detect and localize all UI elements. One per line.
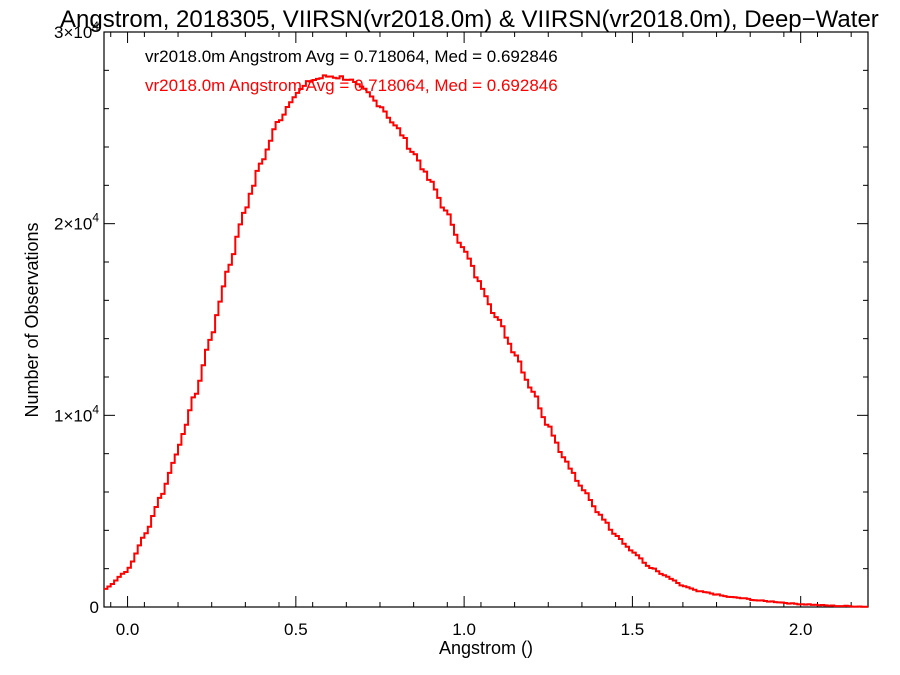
y-tick-label: 1×104 bbox=[54, 402, 99, 425]
y-axis-label: Number of Observations bbox=[22, 222, 42, 417]
x-tick-label: 1.0 bbox=[452, 620, 476, 639]
plot-frame bbox=[103, 31, 869, 608]
x-tick-label: 2.0 bbox=[789, 620, 813, 639]
x-tick-label: 0.0 bbox=[116, 620, 140, 639]
x-tick-label: 1.5 bbox=[621, 620, 645, 639]
x-tick-label: 0.5 bbox=[284, 620, 308, 639]
y-tick-label: 0 bbox=[90, 598, 99, 617]
chart-title: Angstrom, 2018305, VIIRSN(vr2018.0m) & V… bbox=[60, 6, 879, 33]
x-axis-label: Angstrom () bbox=[439, 638, 533, 658]
annotation-black: vr2018.0m Angstrom Avg = 0.718064, Med =… bbox=[145, 47, 558, 66]
x-tick-labels: 0.0 0.5 1.0 1.5 2.0 bbox=[116, 620, 813, 639]
annotation-red: vr2018.0m Angstrom Avg = 0.718064, Med =… bbox=[145, 76, 558, 95]
y-tick-label: 3×104 bbox=[54, 19, 99, 42]
y-tick-label: 2×104 bbox=[54, 211, 99, 234]
y-tick-labels: 0 1×104 2×104 3×104 bbox=[54, 19, 99, 617]
series-line bbox=[104, 74, 868, 608]
axis-ticks bbox=[104, 31, 868, 608]
